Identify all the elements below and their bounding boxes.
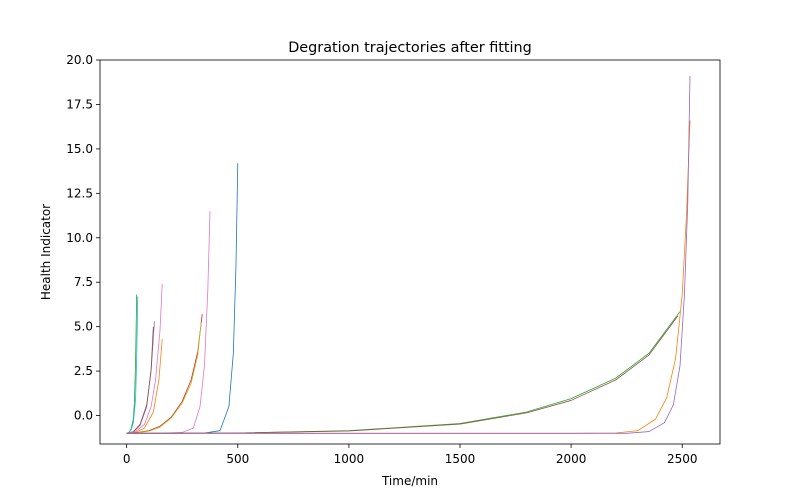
series-line-1 xyxy=(126,294,138,434)
series-line-8 xyxy=(126,323,202,434)
y-tick-label: 2.5 xyxy=(74,364,93,378)
x-axis-ticks: 0 500 1000 1500 2000 2500 xyxy=(123,444,698,466)
series-line-7 xyxy=(126,314,203,434)
series-line-9 xyxy=(126,211,211,434)
series-line-4 xyxy=(126,326,154,434)
plot-lines xyxy=(126,75,691,434)
x-tick-label: 0 xyxy=(123,452,131,466)
y-tick-label: 20.0 xyxy=(66,53,93,67)
series-line-6 xyxy=(126,339,163,434)
y-tick-label: 0.0 xyxy=(74,409,93,423)
series-line-14 xyxy=(126,75,691,434)
x-tick-label: 2500 xyxy=(667,452,698,466)
y-tick-label: 12.5 xyxy=(66,186,93,200)
y-axis-label: Health Indicator xyxy=(39,204,53,300)
y-tick-label: 7.5 xyxy=(74,275,93,289)
x-axis-label: Time/min xyxy=(381,474,438,488)
series-line-12 xyxy=(126,315,679,434)
y-axis-ticks: 0.0 2.5 5.0 7.5 10.0 12.5 15.0 17.5 20.0 xyxy=(66,53,100,423)
series-line-13 xyxy=(126,120,691,434)
x-tick-label: 1000 xyxy=(334,452,365,466)
y-tick-label: 15.0 xyxy=(66,142,93,156)
series-line-10 xyxy=(126,163,239,434)
series-line-5 xyxy=(126,283,163,434)
chart-title: Degration trajectories after fitting xyxy=(288,40,532,56)
y-tick-label: 10.0 xyxy=(66,231,93,245)
y-tick-label: 17.5 xyxy=(66,97,93,111)
series-line-11 xyxy=(126,311,681,434)
x-tick-label: 1500 xyxy=(445,452,476,466)
x-tick-label: 500 xyxy=(226,452,249,466)
y-tick-label: 5.0 xyxy=(74,320,93,334)
x-tick-label: 2000 xyxy=(556,452,587,466)
plot-frame xyxy=(99,59,721,445)
